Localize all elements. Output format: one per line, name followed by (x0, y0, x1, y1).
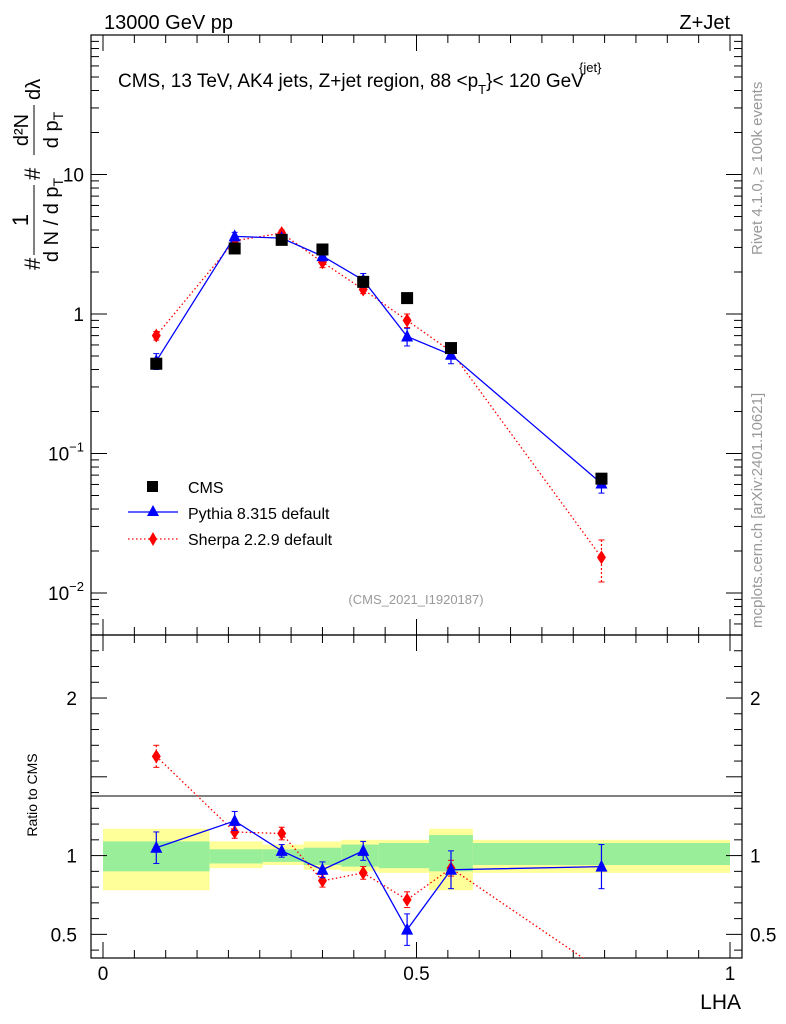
ratio-y-tick-label-right: 0.5 (750, 925, 776, 946)
ratio-sherpa-point (358, 865, 368, 880)
ratio-y-tick-label-right: 2 (750, 689, 761, 710)
ratio-pythia-point (316, 862, 329, 875)
ratio-series (150, 744, 608, 958)
energy-label: 13000 GeV pp (104, 12, 233, 34)
ratio-y-tick-label-right: 1 (750, 847, 761, 868)
ratio-y-tick-label: 0.5 (51, 925, 77, 946)
svg-text:d²N: d²N (11, 114, 33, 146)
ratio-series-clipped (150, 744, 608, 958)
ratio-axis-ticks: 0.5 0.5 1 1 2 2 0 0.5 1 (51, 634, 776, 985)
ratio-pythia-point (228, 813, 241, 826)
ratio-pythia-point (150, 840, 163, 853)
band-inner (378, 842, 430, 869)
mcplots-label: mcplots.cern.ch [arXiv:2401.10621] (749, 393, 766, 628)
cms-point (595, 472, 608, 485)
y-axis-label: # 1 d N / d pT # d²N d pT dλ (8, 79, 66, 270)
cms-point (401, 292, 414, 305)
svg-text:d N / d pT: d N / d pT (41, 177, 66, 262)
ratio-y-tick-label: 2 (66, 689, 77, 710)
band-inner (303, 847, 342, 866)
cms-point (444, 342, 457, 355)
svg-text:d pT: d pT (41, 111, 66, 148)
main-series (150, 226, 608, 583)
x-tick-label: 1 (725, 964, 736, 985)
x-axis-label: LHA (700, 991, 741, 1014)
ratio-pythia-point (595, 859, 608, 872)
y-tick-label: 10−1 (48, 440, 84, 466)
band-inner (209, 849, 263, 864)
process-label: Z+Jet (679, 12, 730, 34)
uncertainty-bands (103, 828, 730, 891)
ratio-y-label: Ratio to CMS (24, 753, 40, 836)
sherpa-point (596, 550, 606, 565)
pythia-point (228, 229, 241, 242)
legend-marker-cms (147, 481, 158, 492)
y-tick-label: 1 (73, 305, 84, 326)
y-tick-label: 10−2 (48, 579, 84, 605)
plot-title-superscript: {jet} (579, 60, 602, 75)
legend-label-cms: CMS (188, 480, 224, 497)
ratio-sherpa-point (230, 824, 240, 839)
main-axis-ticks: 10−2 10−1 1 10 (48, 34, 742, 636)
ratio-sherpa-point (402, 892, 412, 907)
cms-point (316, 243, 329, 256)
svg-text:#: # (20, 257, 45, 270)
y-tick-label: 10 (63, 166, 84, 187)
legend: CMS Pythia 8.315 default Sherpa 2.2.9 de… (128, 480, 333, 549)
ratio-y-tick-label: 1 (66, 847, 77, 868)
svg-text:dλ: dλ (23, 79, 45, 100)
pythia-line (155, 235, 602, 484)
rivet-label: Rivet 4.1.0, ≥ 100k events (749, 82, 766, 255)
legend-label-pythia: Pythia 8.315 default (188, 506, 330, 523)
x-tick-label: 0 (98, 964, 109, 985)
ratio-sherpa-point (151, 749, 161, 764)
analysis-label: (CMS_2021_I1920187) (348, 592, 483, 607)
sherpa-point (402, 313, 412, 328)
ratio-pythia-point (357, 843, 370, 856)
ratio-pythia-point (444, 862, 457, 875)
ratio-sherpa-line (155, 755, 585, 958)
cms-point (228, 242, 241, 255)
svg-text:1: 1 (8, 214, 33, 226)
plot-title: CMS, 13 TeV, AK4 jets, Z+jet region, 88 … (118, 71, 584, 97)
sherpa-line (155, 232, 602, 558)
ratio-pythia-line (156, 820, 602, 931)
cms-point (150, 357, 163, 370)
pythia-point (401, 329, 414, 342)
legend-marker-pythia (147, 505, 159, 516)
cms-point (357, 275, 370, 288)
ratio-sherpa-point (277, 826, 287, 841)
x-tick-label: 0.5 (403, 964, 429, 985)
ratio-pythia-point (401, 922, 414, 935)
sherpa-point (151, 328, 161, 343)
legend-marker-sherpa (149, 532, 157, 546)
legend-label-sherpa: Sherpa 2.2.9 default (188, 532, 333, 549)
cms-point (275, 233, 288, 246)
ratio-pythia-point (275, 843, 288, 856)
svg-text:#: # (20, 167, 45, 180)
